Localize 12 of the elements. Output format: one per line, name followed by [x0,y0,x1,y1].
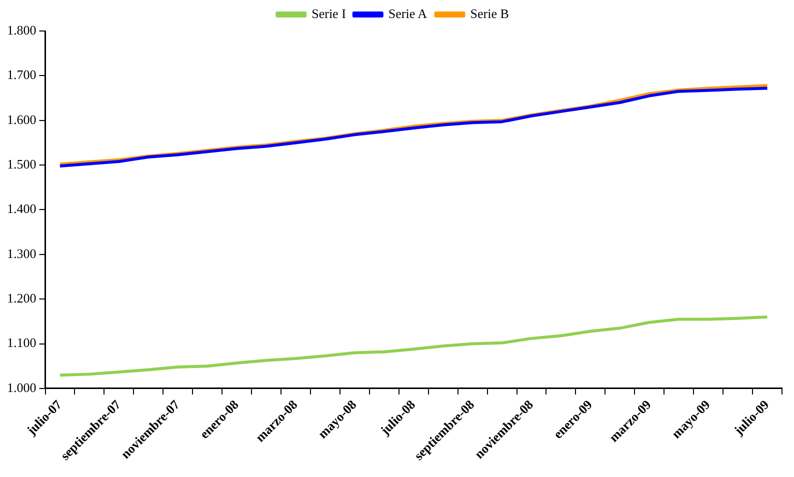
y-tick-label: 1.100 [7,335,36,350]
legend-label: Serie B [470,6,510,21]
y-tick-label: 1.400 [7,201,36,216]
legend-label: Serie A [388,6,428,21]
y-tick-label: 1.300 [7,246,36,261]
legend-label: Serie I [312,6,346,21]
y-tick-label: 1.600 [7,112,36,127]
y-tick-label: 1.700 [7,67,36,82]
y-tick-label: 1.000 [7,380,36,395]
y-tick-label: 1.800 [7,22,36,38]
y-tick-label: 1.200 [7,290,36,306]
y-tick-label: 1.500 [7,156,36,172]
